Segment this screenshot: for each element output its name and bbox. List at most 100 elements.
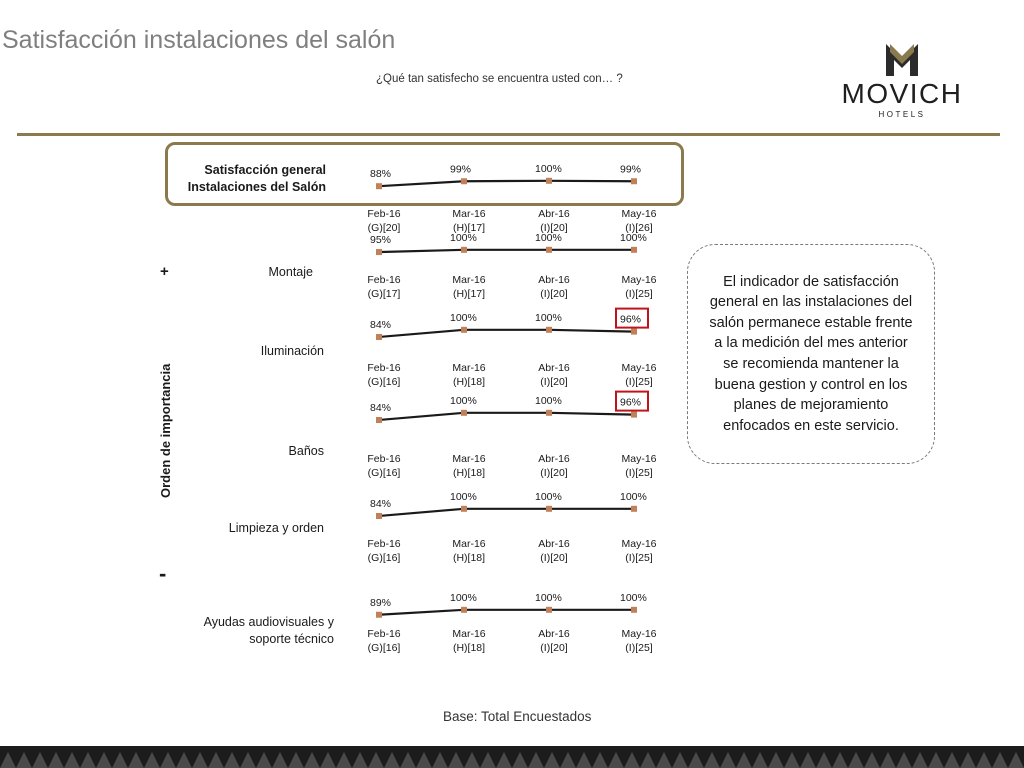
data-label: 100% [535,163,562,175]
footer-pattern-shape [192,752,208,768]
footer-pattern-shape [288,752,304,768]
highlight-marker-box [615,307,649,329]
header-divider [17,133,1000,136]
x-tick-label: (I)[20] [540,376,568,388]
importance-plus-sign: + [160,263,169,280]
data-label: 88% [370,168,391,180]
footer-pattern-shape [624,752,640,768]
footer-pattern-shape [256,752,272,768]
data-point [631,606,637,613]
series-label: Baños [289,444,324,458]
x-tick-label: May-16 [621,453,656,465]
x-tick-label: Mar-16 [452,453,485,465]
series-label: Satisfacción general [204,163,326,177]
data-point [461,326,467,333]
decorative-footer-band [0,746,1024,768]
footer-pattern-shape [704,752,720,768]
x-tick-label: Mar-16 [452,628,485,640]
x-tick-label: (I)[26] [625,222,653,234]
data-point [631,505,637,512]
x-tick-label: May-16 [621,628,656,640]
data-label: 89% [370,597,391,609]
footer-pattern-shape [976,752,992,768]
footer-pattern-shape [368,752,384,768]
data-label: 96% [620,397,641,409]
footer-pattern-shape [656,752,672,768]
x-tick-label: Abr-16 [538,453,570,465]
footer-pattern-shape [224,752,240,768]
data-point [461,178,467,185]
footer-pattern-shape [32,752,48,768]
series-label: soporte técnico [249,632,334,646]
x-tick-label: (I)[25] [625,376,653,388]
data-point [376,611,382,618]
footer-pattern-shape [576,752,592,768]
data-label: 100% [535,592,562,604]
survey-question: ¿Qué tan satisfecho se encuentra usted c… [376,73,623,85]
x-tick-label: May-16 [621,208,656,220]
footer-pattern-shape [816,752,832,768]
x-tick-label: (H)[18] [453,376,485,388]
x-tick-label: Feb-16 [367,538,400,550]
footer-pattern-shape [432,752,448,768]
footer-pattern-shape [272,752,288,768]
x-tick-label: May-16 [621,538,656,550]
data-label: 100% [450,395,477,407]
series-line [378,179,635,188]
footer-pattern-shape [912,752,928,768]
x-tick-label: (H)[18] [453,642,485,654]
footer-pattern-shape [0,752,16,768]
data-point [546,246,552,253]
footer-pattern-shape [720,752,736,768]
data-point [461,606,467,613]
series-line [378,328,635,339]
data-point [631,178,637,185]
data-point [376,249,382,256]
data-point [631,411,637,418]
footer-pattern-shape [768,752,784,768]
data-label: 100% [535,232,562,244]
x-tick-label: Mar-16 [452,362,485,374]
general-satisfaction-highlight-box [165,142,684,206]
data-point [376,417,382,423]
footer-pattern-shape [96,752,112,768]
movich-hotels-logo: MOVICH HOTELS [842,44,961,119]
data-label: 100% [620,232,647,244]
x-tick-label: (G)[16] [368,642,401,654]
data-label: 100% [535,395,562,407]
logo-subtext: HOTELS [878,110,925,119]
importance-minus-sign: - [159,561,167,586]
series-label: Ayudas audiovisuales y [204,615,335,629]
footer-pattern-shape [80,752,96,768]
data-label: 95% [370,234,391,246]
footer-pattern-shape [736,752,752,768]
footer-pattern-shape [864,752,880,768]
footer-pattern-shape [496,752,512,768]
x-tick-label: Mar-16 [452,208,485,220]
data-point [376,513,382,519]
x-tick-label: (H)[17] [453,288,485,300]
footer-pattern-shape [448,752,464,768]
footer-pattern-shape [464,752,480,768]
footer-pattern-shape [784,752,800,768]
footer-pattern-shape [176,752,192,768]
x-tick-label: Abr-16 [538,362,570,374]
x-tick-label: (I)[25] [625,467,653,479]
footer-pattern-shape [672,752,688,768]
x-tick-label: (G)[17] [368,288,401,300]
x-tick-label: (I)[20] [540,222,568,234]
data-label: 100% [450,491,477,503]
x-tick-label: (I)[20] [540,552,568,564]
footer-pattern-shape [848,752,864,768]
data-label: 100% [450,592,477,604]
data-point [546,409,552,416]
x-tick-label: Feb-16 [367,208,400,220]
data-label: 100% [450,232,477,244]
data-point [461,505,467,512]
footer-pattern-shape [640,752,656,768]
data-label: 100% [535,491,562,503]
data-label: 100% [450,312,477,324]
data-point [376,334,382,340]
x-tick-label: Feb-16 [367,362,400,374]
